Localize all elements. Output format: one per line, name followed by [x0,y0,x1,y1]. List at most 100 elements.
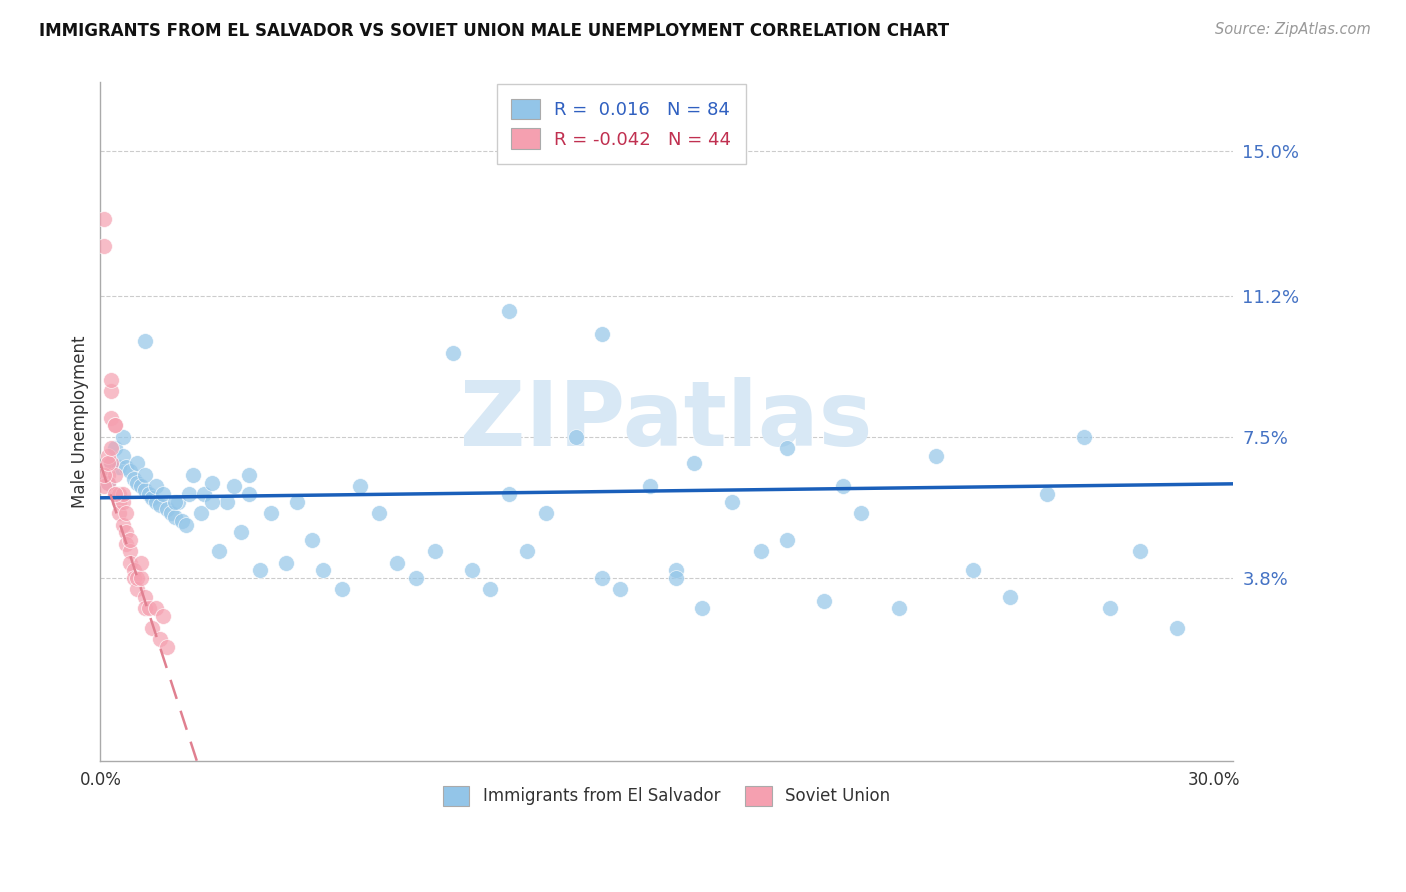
Point [249,563,271,577]
Point [1099,601,1122,615]
Point [720,494,742,508]
Point [163,509,186,524]
Point [238,487,260,501]
Point [100,441,122,455]
Point [97,475,120,490]
Point [149,499,172,513]
Text: Source: ZipAtlas.com: Source: ZipAtlas.com [1215,22,1371,37]
Point [208,544,231,558]
Point [115,525,138,540]
Point [111,517,134,532]
Point [301,533,323,547]
Point [231,525,253,540]
Point [201,475,224,490]
Point [349,479,371,493]
Point [104,467,127,482]
Point [498,303,520,318]
Point [111,494,134,508]
Point [367,506,389,520]
Point [193,487,215,501]
Point [1073,430,1095,444]
Point [460,563,482,577]
Point [405,571,427,585]
Point [138,601,160,615]
Point [115,460,138,475]
Point [962,563,984,577]
Point [330,582,353,597]
Point [100,372,122,386]
Point [129,556,152,570]
Point [387,556,409,570]
Point [260,506,283,520]
Point [118,544,141,558]
Point [690,601,713,615]
Point [215,494,238,508]
Point [167,494,190,508]
Point [122,571,145,585]
Point [181,467,204,482]
Point [100,457,122,471]
Point [138,487,160,501]
Point [104,418,127,433]
Point [129,479,152,493]
Point [134,467,156,482]
Point [149,632,172,646]
Point [111,430,134,444]
Point [127,582,149,597]
Point [274,556,297,570]
Point [749,544,772,558]
Point [97,457,120,471]
Point [498,487,520,501]
Point [104,418,127,433]
Point [665,563,688,577]
Point [152,487,174,501]
Point [998,590,1021,604]
Point [118,464,141,478]
Point [108,494,131,508]
Point [423,544,446,558]
Point [564,430,586,444]
Point [134,601,156,615]
Point [1166,621,1188,635]
Y-axis label: Male Unemployment: Male Unemployment [72,335,89,508]
Point [145,494,167,508]
Point [591,571,613,585]
Point [100,457,122,471]
Point [441,346,464,360]
Point [97,449,120,463]
Point [160,506,183,520]
Point [104,487,127,501]
Point [108,487,131,501]
Point [104,487,127,501]
Point [118,533,141,547]
Point [93,479,115,493]
Point [170,514,193,528]
Point [925,449,948,463]
Point [118,556,141,570]
Point [145,479,167,493]
Point [832,479,855,493]
Point [141,491,163,505]
Text: IMMIGRANTS FROM EL SALVADOR VS SOVIET UNION MALE UNEMPLOYMENT CORRELATION CHART: IMMIGRANTS FROM EL SALVADOR VS SOVIET UN… [39,22,949,40]
Point [108,460,131,475]
Point [134,483,156,498]
Point [163,494,186,508]
Point [201,494,224,508]
Point [813,594,835,608]
Point [127,475,149,490]
Point [665,571,688,585]
Point [100,384,122,398]
Legend: Immigrants from El Salvador, Soviet Union: Immigrants from El Salvador, Soviet Unio… [434,778,898,814]
Point [134,590,156,604]
Point [122,472,145,486]
Point [122,563,145,577]
Point [285,494,308,508]
Point [1036,487,1059,501]
Point [776,441,799,455]
Point [479,582,502,597]
Point [129,571,152,585]
Point [152,609,174,624]
Point [156,640,179,654]
Text: ZIPatlas: ZIPatlas [460,377,873,466]
Point [134,334,156,349]
